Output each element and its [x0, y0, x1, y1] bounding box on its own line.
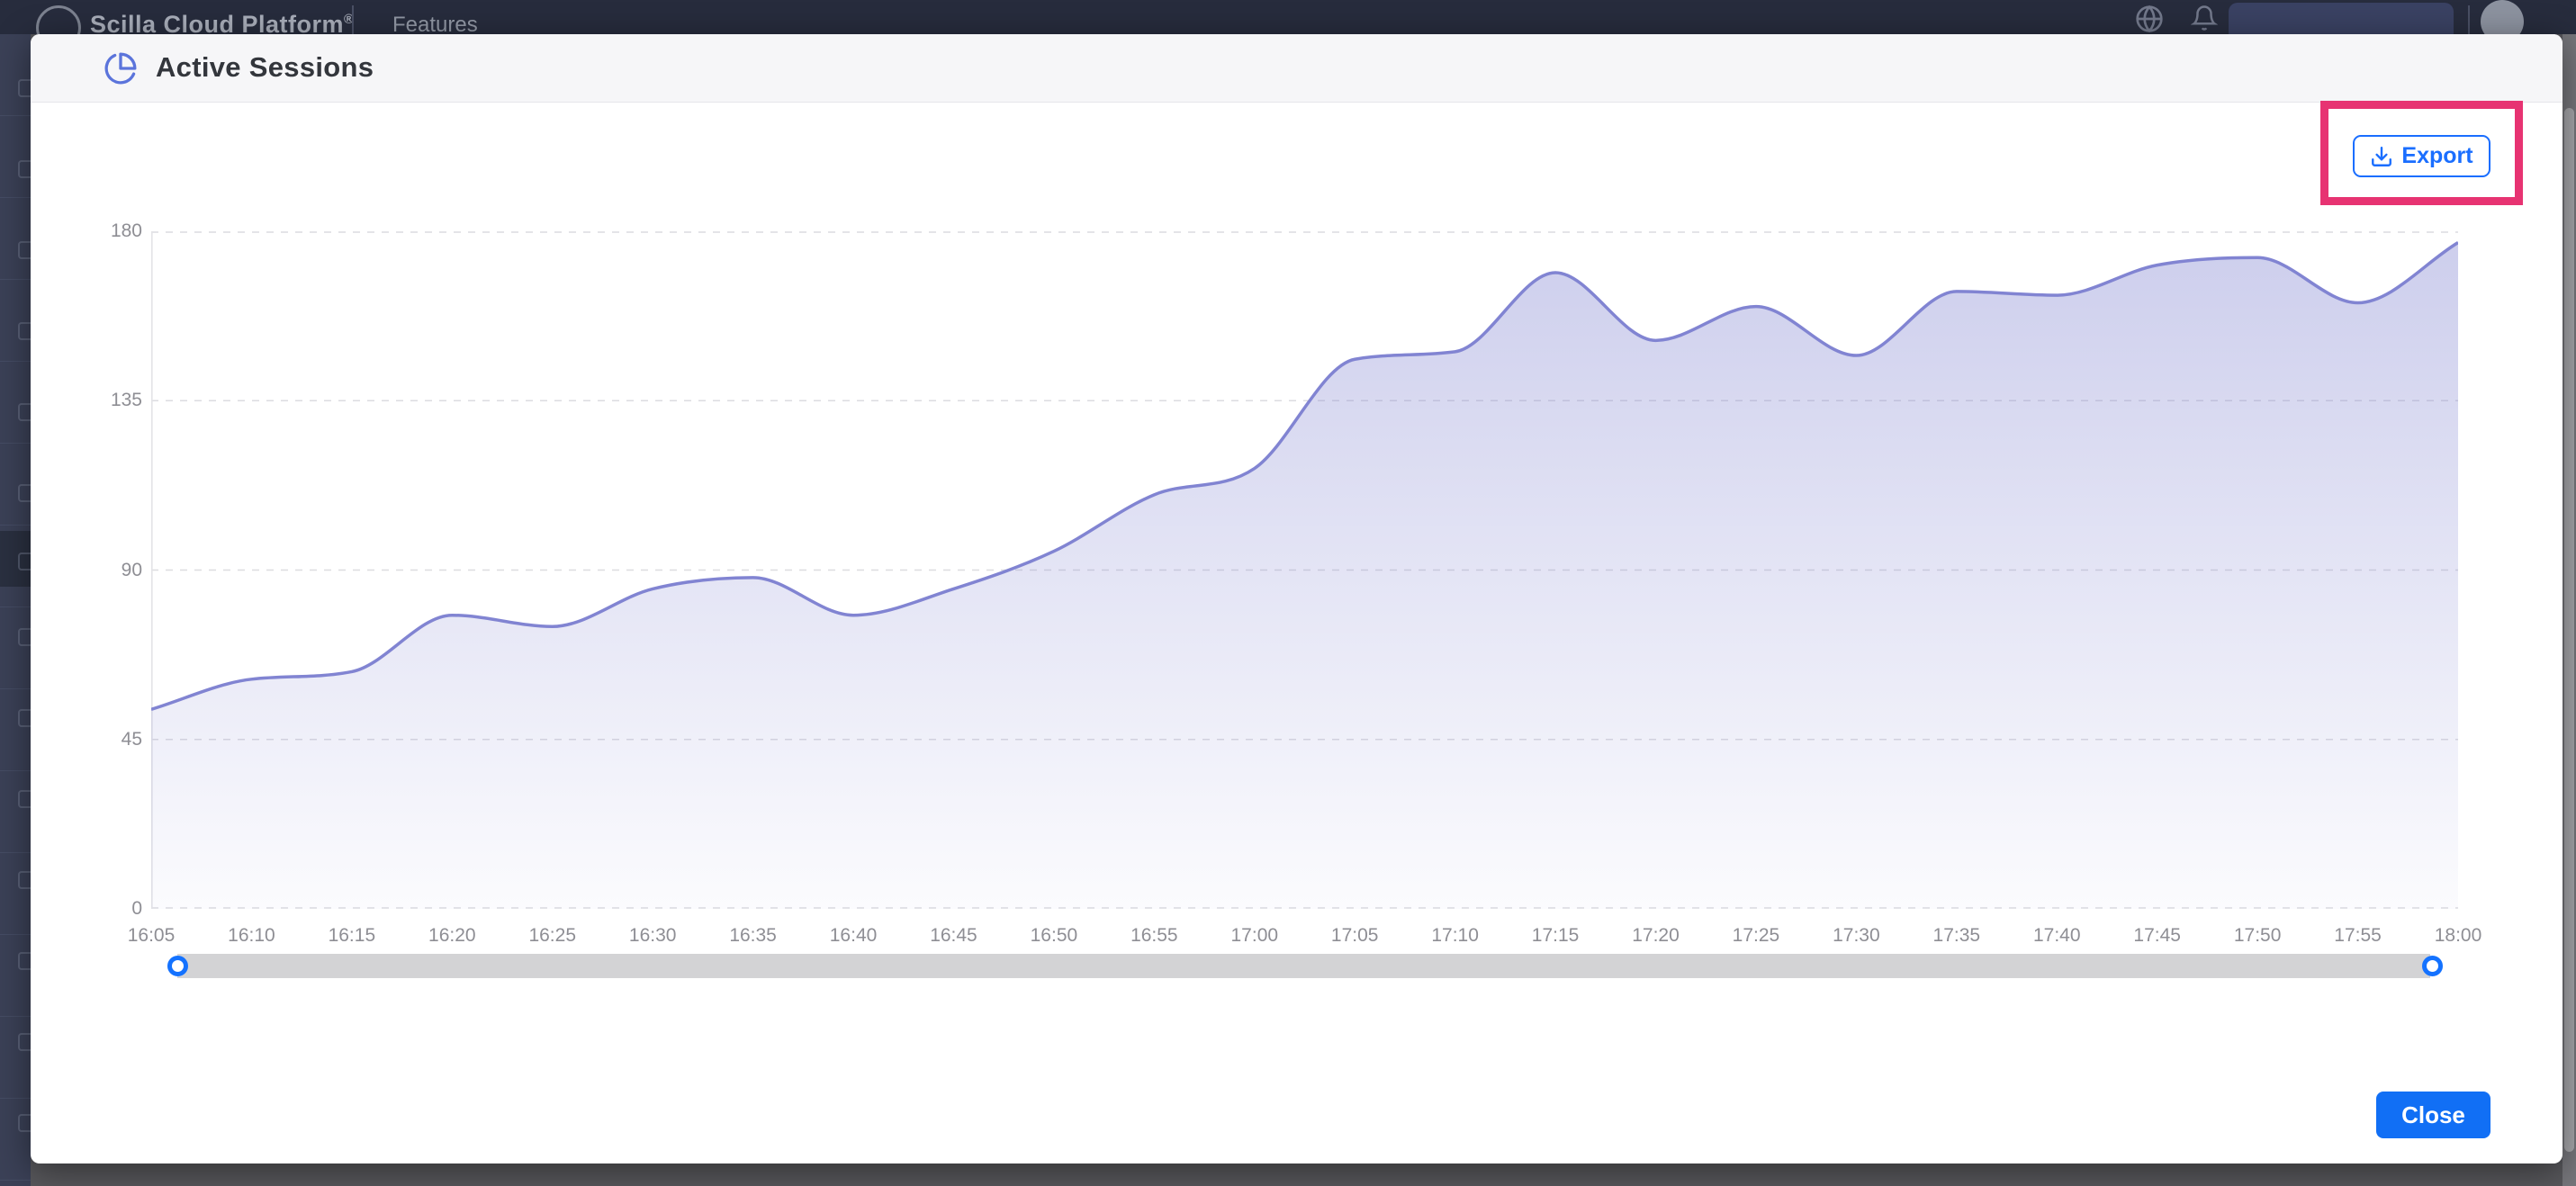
- x-tick-label: 17:30: [1833, 925, 1880, 946]
- brand-logo-icon: [36, 5, 81, 34]
- sidebar-icon-fragment: [18, 871, 31, 889]
- registered-mark: ®: [344, 12, 355, 27]
- pie-chart-icon: [104, 51, 138, 90]
- page-scrollbar: [2562, 34, 2576, 1186]
- topbar-divider: [352, 5, 354, 34]
- x-tick-label: 16:10: [228, 925, 275, 946]
- sidebar-icon-fragment: [18, 322, 31, 340]
- x-tick-label: 16:20: [428, 925, 476, 946]
- area-fill: [151, 242, 2458, 909]
- x-tick-label: 17:50: [2233, 925, 2282, 946]
- slider-handle-left[interactable]: [167, 956, 188, 976]
- y-tick-label: 0: [131, 898, 142, 919]
- topbar-divider: [2468, 5, 2470, 34]
- x-tick-label: 16:40: [829, 925, 878, 946]
- sessions-line: [151, 241, 2458, 711]
- sessions-area-chart: [151, 231, 2458, 909]
- x-tick-label: 18:00: [2434, 925, 2482, 946]
- scrollbar-thumb[interactable]: [2564, 108, 2574, 1152]
- x-tick-label: 16:45: [930, 925, 977, 946]
- x-tick-label: 16:55: [1130, 925, 1178, 946]
- x-tick-label: 16:15: [328, 925, 376, 946]
- export-button[interactable]: Export: [2353, 135, 2490, 177]
- sidebar-icon-fragment: [18, 484, 31, 502]
- y-tick-label: 45: [121, 728, 142, 750]
- sidebar-icon-fragment: [18, 790, 31, 808]
- user-avatar[interactable]: [2481, 0, 2524, 34]
- sidebar-icon-fragment: [18, 403, 31, 421]
- sidebar-icon-fragment: [18, 628, 31, 646]
- x-tick-label: 17:00: [1230, 925, 1279, 946]
- sidebar-icon-fragment: [18, 709, 31, 727]
- modal-backdrop: [31, 1164, 2562, 1186]
- x-tick-label: 17:35: [1932, 925, 1981, 946]
- topbar-action-button[interactable]: [2229, 3, 2454, 34]
- sidebar-active-item: [0, 531, 31, 587]
- topbar-nav-item[interactable]: Features: [392, 13, 478, 34]
- x-tick-label: 17:40: [2032, 925, 2081, 946]
- x-tick-label: 16:30: [628, 925, 677, 946]
- x-tick-label: 16:50: [1030, 925, 1078, 946]
- modal-header: Active Sessions: [31, 34, 2562, 103]
- modal-title: Active Sessions: [156, 51, 374, 83]
- export-button-label: Export: [2401, 143, 2473, 168]
- top-app-bar: Scilla Cloud Platform® Features: [0, 0, 2576, 34]
- globe-icon[interactable]: [2135, 4, 2164, 34]
- y-tick-label: 135: [110, 390, 142, 411]
- sidebar-icon-fragment: [18, 241, 31, 259]
- x-tick-label: 17:15: [1531, 925, 1580, 946]
- time-range-slider-track[interactable]: [177, 954, 2430, 978]
- active-sessions-modal: Active Sessions Export 0 45 90 135 180 16:05…: [31, 34, 2562, 1164]
- brand-name: Scilla Cloud Platform®: [90, 11, 355, 34]
- x-tick-label: 17:55: [2334, 925, 2382, 946]
- sidebar-icon-fragment: [18, 952, 31, 970]
- x-tick-label: 17:20: [1632, 925, 1680, 946]
- slider-handle-right[interactable]: [2422, 956, 2443, 976]
- x-tick-label: 16:05: [127, 925, 176, 946]
- close-button[interactable]: Close: [2376, 1092, 2490, 1138]
- sidebar-icon-fragment: [18, 160, 31, 178]
- sidebar-icon-fragment: [18, 553, 31, 571]
- left-sidebar: [0, 34, 31, 1186]
- x-tick-label: 17:25: [1732, 925, 1780, 946]
- x-tick-label: 17:10: [1431, 925, 1479, 946]
- sidebar-icon-fragment: [18, 1033, 31, 1051]
- x-tick-label: 16:25: [528, 925, 577, 946]
- sidebar-icon-fragment: [18, 1114, 31, 1132]
- sidebar-icon-fragment: [18, 79, 31, 97]
- download-icon: [2370, 145, 2393, 168]
- x-tick-label: 17:45: [2133, 925, 2181, 946]
- x-tick-label: 16:35: [729, 925, 777, 946]
- x-tick-label: 17:05: [1330, 925, 1379, 946]
- y-tick-label: 180: [110, 220, 142, 241]
- bell-icon[interactable]: [2190, 4, 2219, 34]
- y-tick-label: 90: [121, 559, 142, 580]
